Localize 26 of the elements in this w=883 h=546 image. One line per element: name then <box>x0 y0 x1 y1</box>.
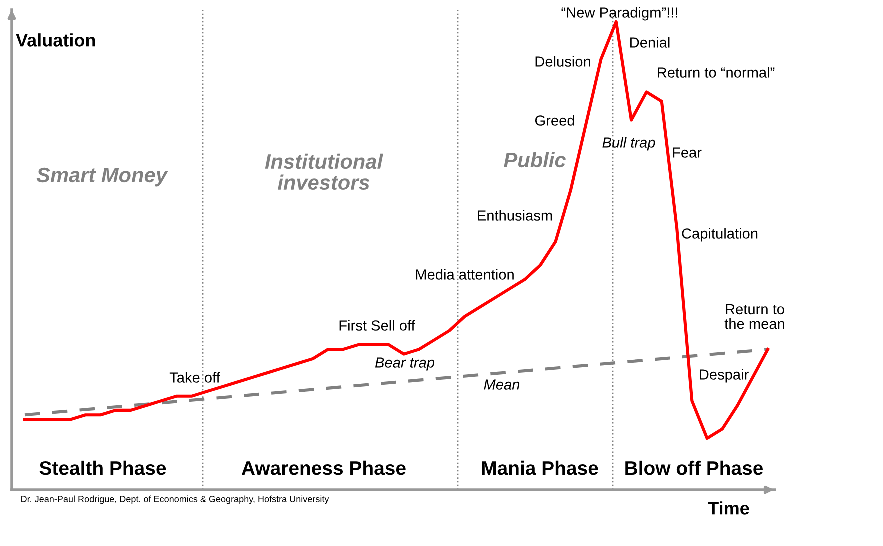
annotation: Despair <box>700 369 749 383</box>
annotation: Enthusiasm <box>478 210 552 221</box>
annotation: Mania Phase <box>482 460 598 476</box>
annotation: Fear <box>673 148 702 158</box>
annotation: First Sell off <box>340 320 416 331</box>
series-label: Mean <box>484 380 520 390</box>
annotation: Blow off Phase <box>626 460 764 476</box>
annotation: Media attention <box>416 269 514 280</box>
annotation: Public <box>504 152 566 168</box>
text: Dr. Jean-Paul Rodrigue, Dept. of Economics & Geography, Hofstra University <box>22 496 330 504</box>
annotation: Smart Money <box>36 168 168 187</box>
x-axis-title: Time <box>708 502 750 515</box>
text: “New Paradigm”!!! <box>562 7 678 21</box>
annotation: Take off <box>170 372 220 383</box>
annotation: Institutional investors <box>265 154 384 190</box>
annotation: Bear trap <box>375 358 435 371</box>
annotation: Bull trap <box>602 137 656 151</box>
annotation: Greed <box>535 115 574 126</box>
annotation: Delusion <box>536 56 590 67</box>
annotation: Denial <box>630 37 670 48</box>
annotation: Awareness Phase <box>242 460 406 476</box>
annotation: Return to the mean <box>724 304 784 330</box>
annotation: Stealth Phase <box>40 460 166 476</box>
y-axis-title: Valuation <box>16 34 96 47</box>
annotation: Return to “normal” <box>658 67 775 78</box>
annotation: Capitulation <box>682 228 758 242</box>
